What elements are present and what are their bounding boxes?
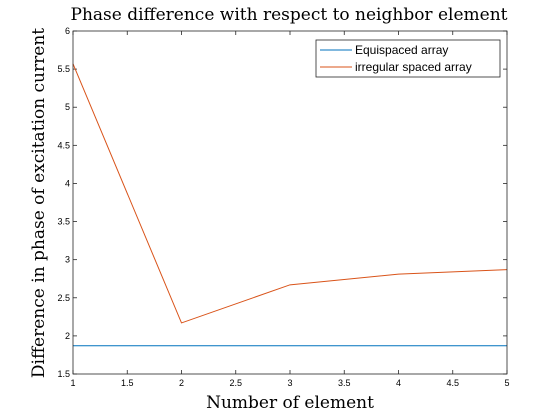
plot-frame	[72, 30, 508, 375]
legend: Equispaced array irregular spaced array	[315, 39, 501, 78]
x-tick-label: 5	[504, 378, 509, 388]
y-tick-label: 4	[65, 178, 70, 188]
y-tick-label: 5.5	[57, 64, 70, 74]
x-tick-label: 4	[396, 378, 401, 388]
y-tick-label: 6	[65, 26, 70, 36]
y-tick-label: 5	[65, 102, 70, 112]
legend-label-equispaced: Equispaced array	[355, 43, 448, 57]
legend-box	[315, 39, 501, 78]
chart-title: Phase difference with respect to neighbo…	[71, 5, 508, 25]
x-tick-label: 1.5	[121, 378, 134, 388]
y-tick-label: 3.5	[57, 217, 70, 227]
x-tick-label: 4.5	[446, 378, 459, 388]
x-tick-label: 2.5	[229, 378, 242, 388]
x-tick-label: 3.5	[338, 378, 351, 388]
y-tick-label: 4.5	[57, 140, 70, 150]
y-tick-label: 3	[65, 255, 70, 265]
y-tick-label: 1.5	[57, 369, 70, 379]
x-tick-label: 1	[70, 378, 75, 388]
x-axis-label: Number of element	[206, 393, 374, 413]
legend-label-irregular: irregular spaced array	[355, 60, 472, 74]
plot-background	[73, 31, 507, 374]
y-tick-label: 2.5	[57, 293, 70, 303]
series-layer	[72, 63, 508, 347]
x-tick-label: 3	[287, 378, 292, 388]
series-line-irregular	[72, 63, 508, 324]
y-tick-label: 2	[65, 331, 70, 341]
x-tick-label: 2	[179, 378, 184, 388]
y-axis-label: Difference in phase of excitation curren…	[29, 28, 49, 378]
tick-labels: 1 1.5 2 2.5 3 3.5 4 4.5 51.522.533.544.555.56	[57, 26, 509, 388]
